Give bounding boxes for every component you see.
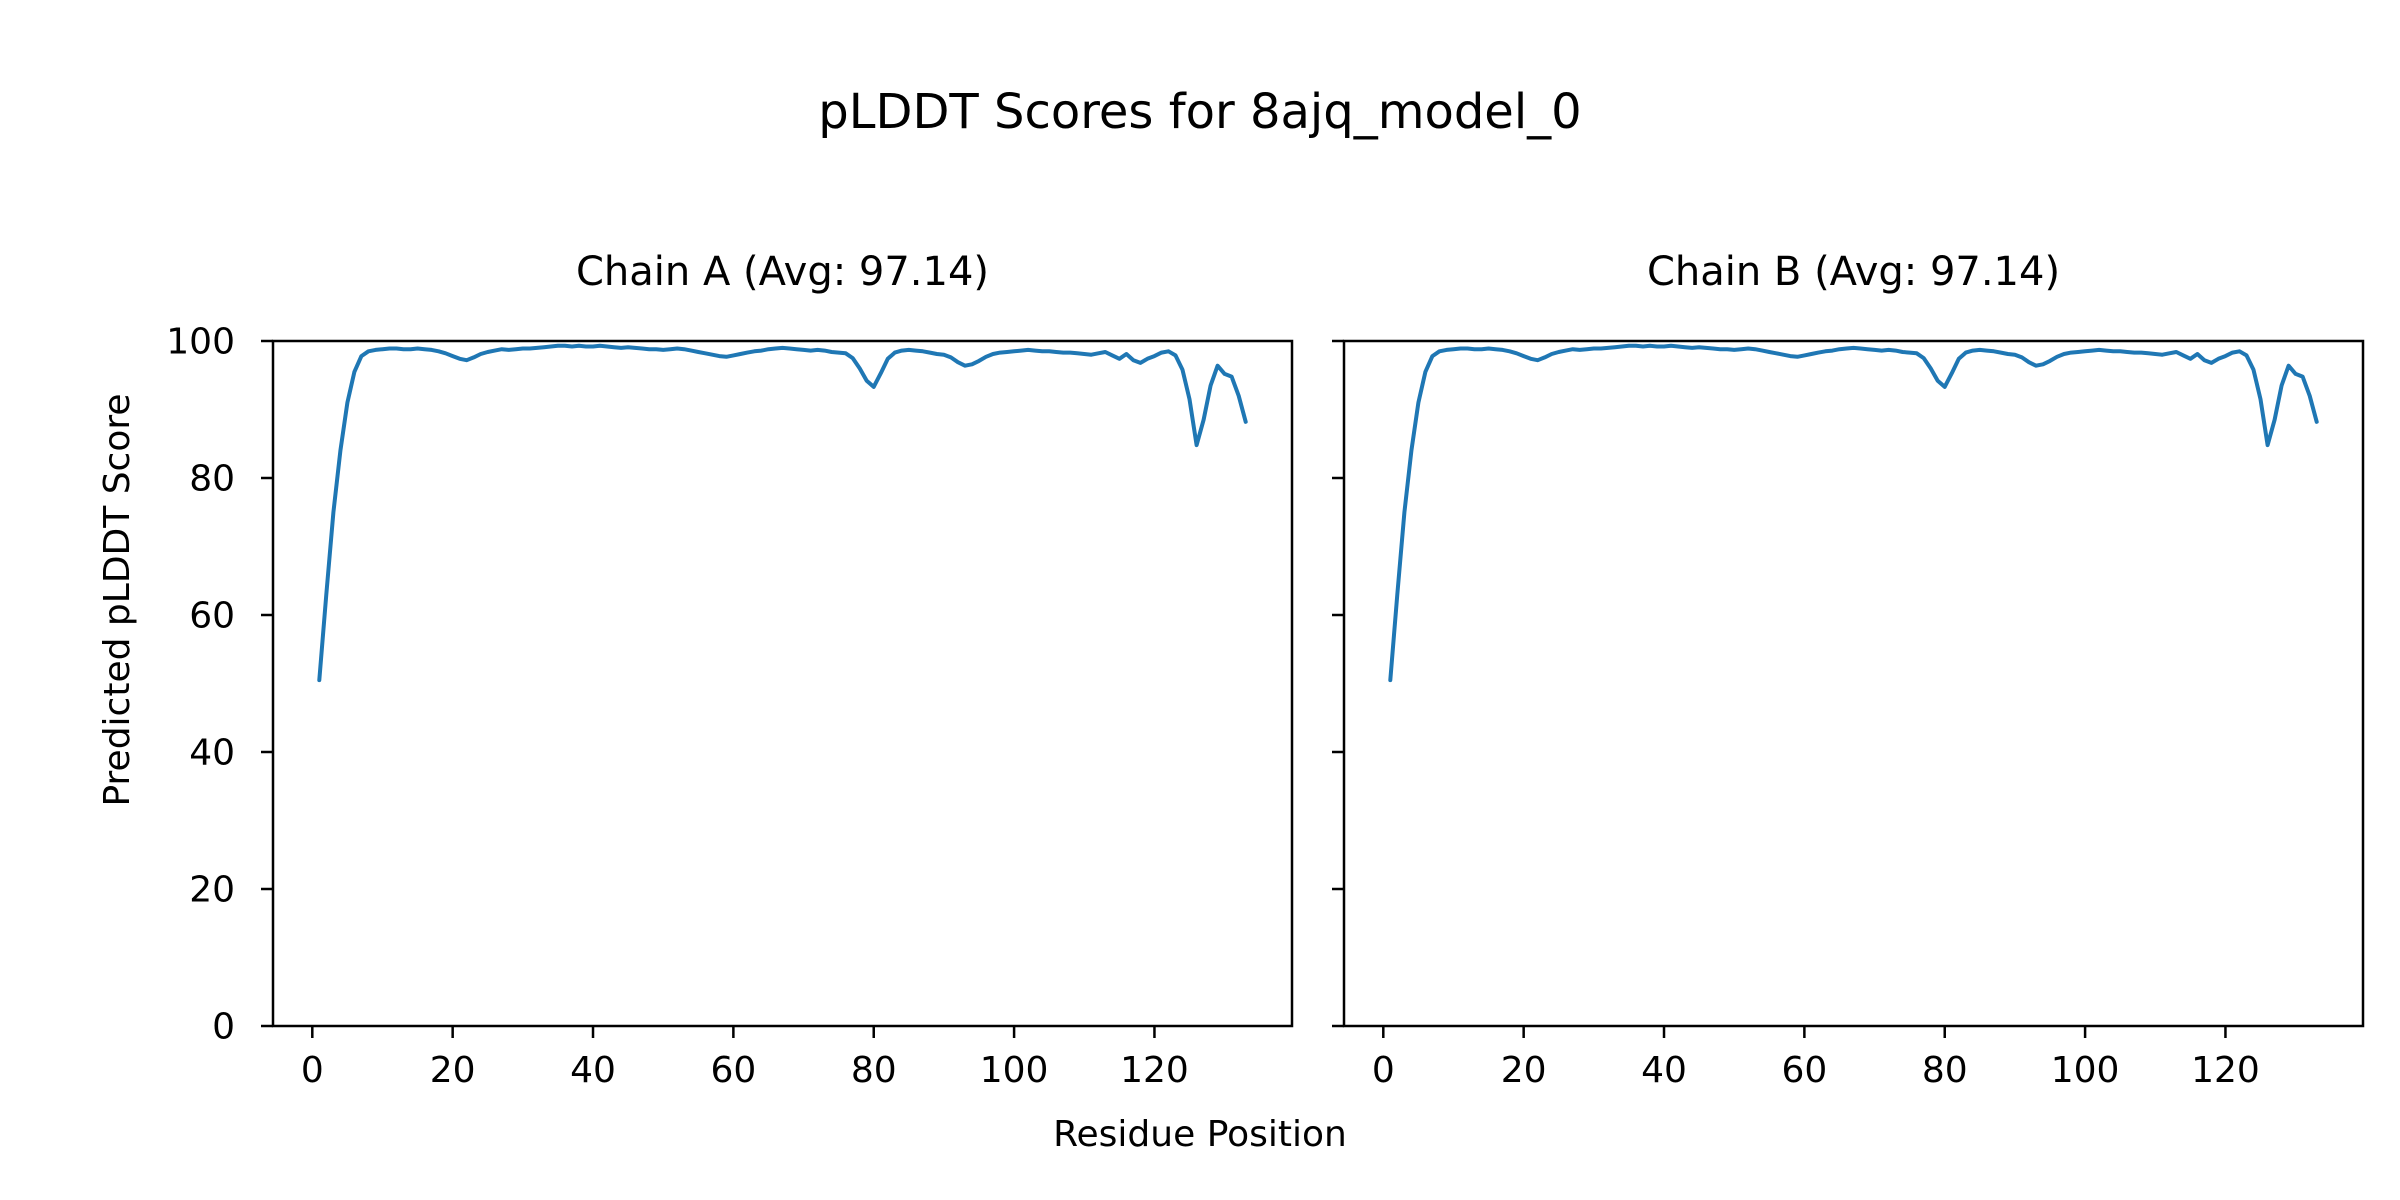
- figure-title: pLDDT Scores for 8ajq_model_0: [818, 84, 1582, 140]
- x-tick-label-chain-b: 0: [1372, 1050, 1395, 1091]
- x-tick-label-chain-b: 60: [1781, 1050, 1827, 1091]
- x-tick-label-chain-a: 60: [710, 1050, 756, 1091]
- x-axis-label: Residue Position: [1053, 1114, 1347, 1155]
- x-tick-label-chain-b: 20: [1501, 1050, 1547, 1091]
- x-tick-label-chain-a: 120: [1120, 1050, 1189, 1091]
- x-tick-label-chain-a: 40: [570, 1050, 616, 1091]
- y-tick-label-chain-a: 40: [189, 733, 235, 774]
- x-tick-label-chain-b: 40: [1641, 1050, 1687, 1091]
- x-tick-label-chain-b: 100: [2051, 1050, 2120, 1091]
- axes-frame-chain-b: [1342, 339, 2365, 1028]
- x-tick-label-chain-b: 80: [1922, 1050, 1968, 1091]
- y-tick-label-chain-a: 80: [189, 459, 235, 500]
- y-tick-label-chain-a: 0: [212, 1007, 235, 1048]
- x-tick-label-chain-b: 120: [2191, 1050, 2260, 1091]
- x-tick-label-chain-a: 0: [301, 1050, 324, 1091]
- x-tick-label-chain-a: 100: [980, 1050, 1049, 1091]
- x-tick-label-chain-a: 80: [851, 1050, 897, 1091]
- x-tick-label-chain-a: 20: [430, 1050, 476, 1091]
- chain-b-subplot-title: Chain B (Avg: 97.14): [1646, 249, 2061, 295]
- y-tick-label-chain-a: 60: [189, 596, 235, 637]
- chain-a-subplot-title: Chain A (Avg: 97.14): [575, 249, 990, 295]
- plddt-line-chain-a: [317, 343, 1248, 683]
- axes-frame-chain-a: [271, 339, 1294, 1028]
- y-tick-label-chain-a: 20: [189, 870, 235, 911]
- plddt-line-chain-b: [1388, 343, 2319, 683]
- y-tick-label-chain-a: 100: [166, 322, 235, 363]
